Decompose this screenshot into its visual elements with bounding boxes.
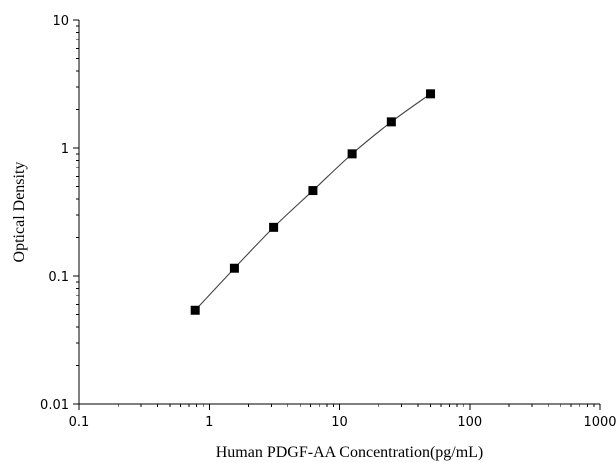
y-tick-label: 10 [52, 14, 69, 29]
x-tick-label: 1 [205, 415, 213, 430]
data-point [229, 263, 239, 273]
x-ticks: 0.1 1 10 100 1000 [69, 404, 616, 430]
y-ticks: 0.01 0.1 1 10 [40, 14, 79, 413]
x-tick-label: 100 [457, 415, 482, 430]
x-tick-label: 10 [331, 415, 348, 430]
y-axis-title: Optical Density [11, 162, 28, 263]
y-tick-label: 0.1 [48, 270, 69, 285]
x-tick-label: 1000 [583, 415, 616, 430]
x-axis-title: Human PDGF-AA Concentration(pg/mL) [216, 444, 484, 461]
axes [78, 20, 600, 405]
data-point [308, 186, 318, 196]
data-point [426, 89, 436, 99]
data-point [269, 222, 279, 232]
plot-area [190, 89, 436, 315]
data-markers [190, 89, 436, 315]
data-point [190, 305, 200, 315]
x-tick-label: 0.1 [69, 415, 90, 430]
data-point [386, 117, 396, 127]
y-tick-label: 0.01 [40, 398, 69, 413]
y-tick-label: 1 [61, 142, 69, 157]
data-point [347, 149, 357, 159]
